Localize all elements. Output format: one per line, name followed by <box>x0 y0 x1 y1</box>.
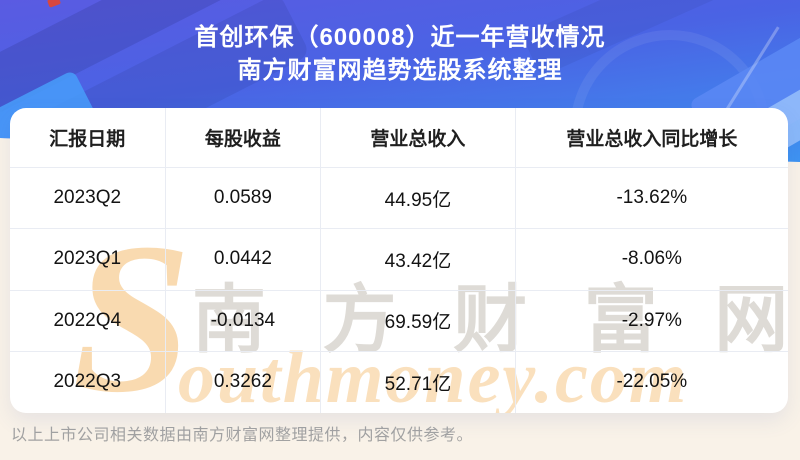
column-header-yoy-growth: 营业总收入同比增长 <box>515 108 788 168</box>
banner-titles: 首创环保（600008）近一年营收情况 南方财富网趋势选股系统整理 <box>0 21 800 87</box>
table-cell: 2023Q1 <box>10 229 166 291</box>
revenue-table: 汇报日期 每股收益 营业总收入 营业总收入同比增长 2023Q2 0.0589 … <box>10 108 788 413</box>
table-cell: 69.59亿 <box>321 290 516 352</box>
column-header-report-date: 汇报日期 <box>10 108 166 168</box>
table-cell: 52.71亿 <box>321 351 516 413</box>
table-cell: 0.3262 <box>166 351 322 413</box>
table-cell: 44.95亿 <box>321 168 516 230</box>
table-cell: 0.0589 <box>165 168 322 230</box>
table-cell: 2023Q2 <box>10 168 166 230</box>
banner-red-mark <box>46 0 62 8</box>
table-cell: -8.06% <box>515 229 788 291</box>
table-cell: -22.05% <box>616 371 688 393</box>
table-cell: 2022Q3 <box>10 351 166 413</box>
page-subtitle: 南方财富网趋势选股系统整理 <box>237 57 563 84</box>
table-cell: 0.0442 <box>165 229 322 291</box>
table-cell: -0.0134 <box>165 290 322 352</box>
column-header-eps: 每股收益 <box>165 108 322 168</box>
footer-bar: 以上上市公司相关数据由南方财富网整理提供，内容仅供参考。 <box>0 413 800 460</box>
table-cell: 2022Q4 <box>10 290 166 352</box>
page-title: 首创环保（600008）近一年营收情况 <box>194 24 606 51</box>
table-cell: -13.62% <box>515 168 788 230</box>
column-header-revenue: 营业总收入 <box>321 108 516 168</box>
revenue-table-card: S outhmoney.com 南 方 财 富 网 汇报日期 每股收益 营业总收… <box>10 108 788 413</box>
table-cell: 43.42亿 <box>321 229 516 291</box>
footer-disclaimer: 以上上市公司相关数据由南方财富网整理提供，内容仅供参考。 <box>11 427 474 444</box>
table-cell: -2.97% <box>515 291 788 352</box>
